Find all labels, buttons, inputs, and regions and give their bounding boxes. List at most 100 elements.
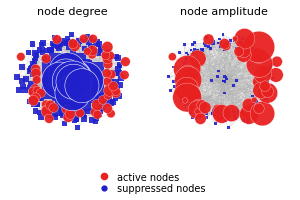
Point [183, 65, 188, 69]
Legend: active nodes, suppressed nodes: active nodes, suppressed nodes [94, 172, 206, 193]
Point [34, 54, 39, 57]
Point [119, 77, 124, 80]
Point [216, 42, 220, 45]
Point [106, 94, 110, 97]
Point [72, 77, 77, 80]
Point [265, 73, 270, 76]
Point [105, 107, 110, 110]
Point [245, 120, 250, 123]
Point [68, 113, 73, 116]
Point [209, 79, 214, 83]
Point [217, 42, 222, 45]
Point [231, 110, 236, 113]
Point [270, 77, 275, 80]
Point [261, 80, 266, 83]
Point [187, 104, 192, 107]
Point [78, 112, 82, 115]
Point [73, 78, 78, 81]
Point [233, 111, 238, 114]
Point [268, 71, 273, 75]
Point [90, 54, 94, 57]
Point [117, 65, 122, 68]
Point [195, 58, 200, 61]
Point [172, 86, 177, 89]
Point [82, 47, 87, 50]
Point [200, 50, 204, 53]
Point [75, 127, 80, 130]
Point [267, 57, 272, 60]
Point [20, 80, 25, 83]
Point [94, 109, 99, 113]
Point [39, 98, 44, 101]
Point [187, 104, 192, 107]
Point [49, 50, 54, 53]
Point [188, 49, 193, 52]
Point [231, 85, 236, 88]
Point [206, 46, 211, 49]
Point [191, 52, 196, 55]
Point [219, 41, 224, 44]
Point [192, 42, 197, 45]
Point [224, 78, 229, 81]
Point [114, 56, 118, 59]
Point [250, 47, 254, 51]
Point [35, 89, 40, 92]
Point [226, 127, 231, 130]
Point [166, 76, 171, 79]
Point [19, 56, 23, 59]
Point [265, 90, 270, 94]
Point [39, 116, 44, 119]
Point [211, 43, 216, 46]
Point [264, 98, 269, 101]
Point [226, 41, 231, 44]
Point [248, 114, 253, 117]
Point [110, 80, 114, 83]
Point [104, 72, 109, 76]
Point [251, 106, 256, 110]
Point [232, 40, 237, 43]
Point [114, 92, 118, 95]
Point [81, 111, 86, 114]
Point [105, 46, 110, 49]
Point [29, 68, 34, 71]
Point [89, 119, 94, 122]
Point [107, 97, 112, 100]
Point [194, 58, 199, 61]
Point [48, 114, 53, 117]
Point [184, 60, 188, 64]
Point [259, 55, 264, 58]
Point [103, 100, 107, 103]
Point [234, 47, 239, 50]
Point [64, 42, 69, 45]
Point [260, 73, 265, 77]
Point [81, 40, 86, 43]
Point [111, 85, 116, 88]
Point [183, 103, 188, 106]
Point [184, 58, 189, 61]
Point [248, 43, 253, 46]
Point [250, 107, 255, 110]
Point [64, 76, 68, 79]
Point [244, 111, 249, 114]
Point [70, 92, 75, 95]
Point [174, 89, 179, 92]
Point [31, 91, 35, 94]
Point [215, 108, 220, 111]
Point [44, 58, 49, 61]
Point [37, 111, 42, 115]
Point [171, 80, 176, 83]
Point [246, 42, 250, 45]
Point [107, 89, 112, 93]
Point [65, 38, 70, 41]
Point [222, 43, 227, 46]
Point [114, 81, 119, 84]
Point [242, 50, 246, 53]
Point [204, 116, 209, 119]
Point [100, 99, 105, 102]
Point [58, 112, 63, 115]
Point [85, 36, 90, 40]
Point [210, 112, 215, 116]
Point [195, 50, 200, 53]
Point [67, 41, 72, 44]
Point [99, 95, 104, 98]
